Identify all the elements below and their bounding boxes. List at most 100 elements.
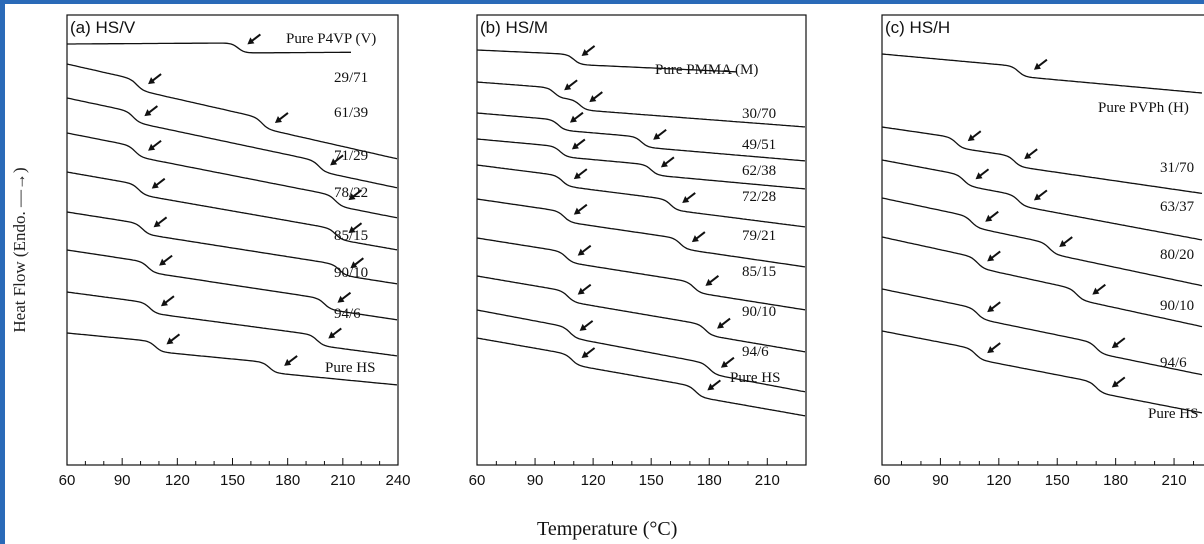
dsc-curve [881, 197, 1203, 287]
tg-arrow-head [160, 299, 168, 307]
x-axis-label: Temperature (°C) [537, 518, 678, 540]
tg-arrow-head [653, 132, 661, 140]
tg-arrow-head [660, 160, 668, 168]
series-label: Pure HS [1148, 406, 1198, 422]
dsc-curve [881, 288, 1203, 376]
tg-arrow-head [589, 95, 597, 103]
dsc-curve [476, 275, 806, 353]
x-tick-label: 210 [755, 472, 780, 489]
series-label: Pure HS [325, 360, 375, 376]
tg-arrow-head [328, 331, 336, 339]
x-tick-label: 60 [469, 472, 486, 489]
series-label: 79/21 [742, 228, 776, 244]
x-tick-label: 90 [527, 472, 544, 489]
x-tick-label: 60 [874, 472, 891, 489]
dsc-curve [66, 171, 398, 251]
panel-title: (a) HS/V [70, 18, 136, 37]
dsc-curve [66, 249, 398, 321]
dsc-curve [476, 237, 806, 311]
tg-arrow-head [975, 172, 983, 180]
series-label: 94/6 [742, 344, 769, 360]
series-label: 85/15 [334, 228, 368, 244]
series-label: 31/70 [1160, 160, 1194, 176]
tg-arrow-head [577, 287, 585, 295]
series-label: 63/37 [1160, 199, 1195, 215]
tg-arrow-head [337, 295, 345, 303]
series-label: 94/6 [334, 306, 361, 322]
y-axis-label: Heat Flow (Endo. —→) [10, 167, 29, 333]
tg-arrow-head [1033, 62, 1041, 70]
x-tick-label: 210 [330, 472, 355, 489]
tg-arrow-head [717, 321, 725, 329]
tg-arrow-head [274, 115, 282, 123]
tg-arrow-head [348, 193, 356, 201]
dsc-curve [66, 63, 398, 160]
dsc-curve [476, 198, 806, 268]
tg-arrow-head [144, 109, 152, 117]
tg-arrow-head [705, 278, 713, 286]
series-label: 80/20 [1160, 247, 1194, 263]
series-label: Pure PVPh (H) [1098, 100, 1189, 116]
series-label: 72/28 [742, 189, 776, 205]
dsc-curve [66, 132, 398, 219]
tg-arrow-head [330, 158, 338, 166]
tg-arrow-head [569, 115, 577, 123]
x-tick-label: 90 [114, 472, 131, 489]
x-tick-label: 180 [1103, 472, 1128, 489]
tg-arrow-head [1024, 152, 1032, 160]
panel-title: (c) HS/H [885, 18, 950, 37]
series-label: Pure PMMA (M) [655, 62, 758, 78]
series-label: 85/15 [742, 264, 776, 280]
tg-arrow-head [682, 195, 690, 203]
tg-arrow-head [348, 226, 356, 234]
x-tick-label: 180 [697, 472, 722, 489]
tg-arrow-head [967, 134, 975, 142]
series-label: Pure P4VP (V) [286, 31, 376, 47]
dsc-curve [476, 112, 806, 162]
series-label: 49/51 [742, 137, 776, 153]
series-label: Pure HS [730, 370, 780, 386]
dsc-curve [476, 81, 806, 128]
x-tick-label: 150 [639, 472, 664, 489]
tg-arrow-head [564, 83, 572, 91]
tg-arrow-head [573, 207, 581, 215]
tg-arrow-head [581, 350, 589, 358]
x-tick-label: 150 [220, 472, 245, 489]
dsc-curve [881, 53, 1203, 94]
dsc-curve [476, 164, 806, 228]
panel-title: (b) HS/M [480, 18, 548, 37]
tg-arrow-head [985, 214, 993, 222]
tg-arrow-head [166, 337, 174, 345]
series-label: 78/22 [334, 185, 368, 201]
x-tick-label: 120 [581, 472, 606, 489]
x-tick-label: 150 [1045, 472, 1070, 489]
plot-frame [881, 14, 1204, 466]
dsc-curve [476, 309, 806, 393]
panel-3: (c) HS/H 60 90 120 150 180 210 Pure PVPh (H) 31/… [874, 14, 1204, 489]
panel-2: (b) HS/M 60 90 120 150 180 210 Pure PMMA (M) 30/… [469, 14, 807, 489]
dsc-curve [881, 236, 1203, 328]
x-tick-label: 210 [1162, 472, 1187, 489]
plot-frame [476, 14, 807, 466]
x-tick-label: 120 [165, 472, 190, 489]
x-tick-label: 240 [385, 472, 410, 489]
tg-arrow-head [987, 305, 995, 313]
dsc-curve [66, 291, 398, 357]
tg-arrow-head [581, 48, 589, 56]
tg-arrow-head [987, 346, 995, 354]
tg-arrow-head [151, 181, 159, 189]
x-tick-label: 120 [986, 472, 1011, 489]
tg-arrow-head [1059, 240, 1067, 248]
series-label: 62/38 [742, 163, 776, 179]
tg-arrow-head [350, 261, 358, 269]
tg-arrow-head [987, 254, 995, 262]
dsc-curve [476, 337, 806, 417]
tg-arrow-head [691, 235, 699, 243]
tg-arrow-head [153, 220, 161, 228]
dsc-curve [881, 126, 1203, 195]
tg-arrow-head [159, 258, 167, 266]
tg-arrow-head [571, 142, 579, 150]
tg-arrow-head [247, 37, 255, 45]
